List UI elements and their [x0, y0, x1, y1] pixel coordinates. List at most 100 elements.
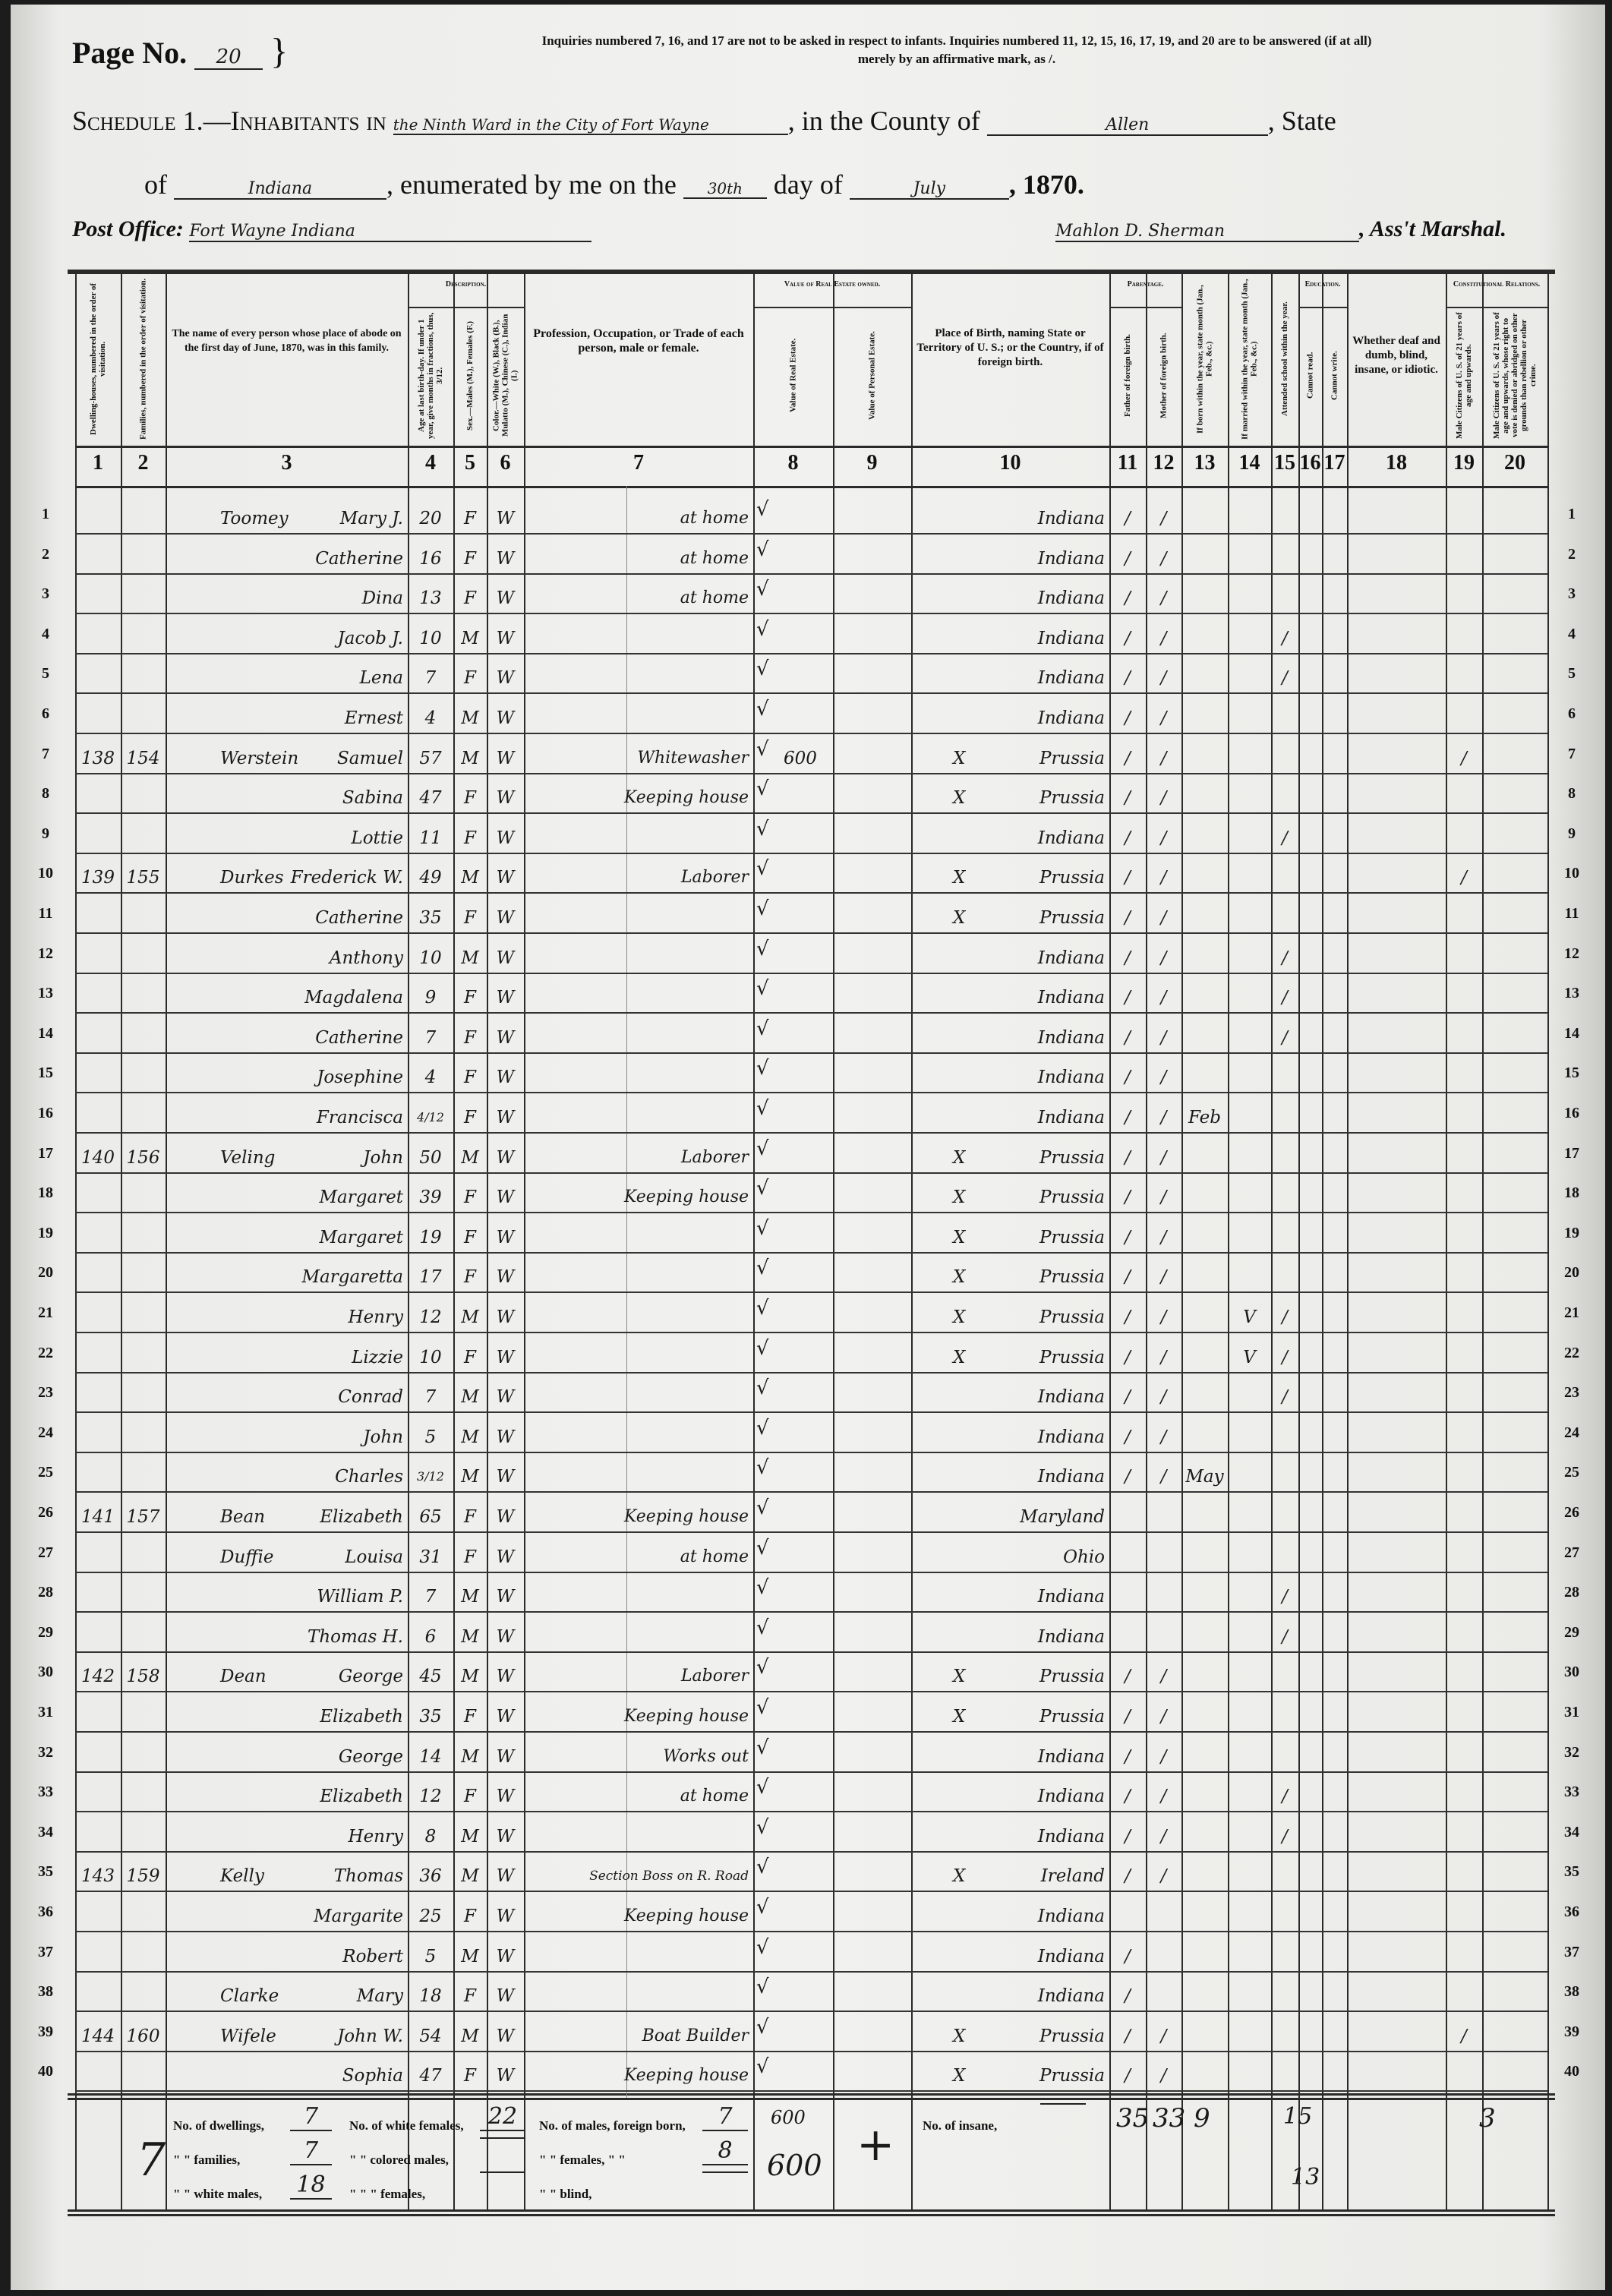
cell-married: V: [1243, 1348, 1256, 1367]
row-number-left: 28: [38, 1584, 53, 1601]
cell-occupation: at home: [680, 1787, 749, 1806]
cell-check-mark: √: [756, 1936, 769, 1959]
cell-age: 5: [424, 1427, 437, 1447]
cell-birthplace: Indiana: [1037, 1787, 1105, 1806]
column-header-19: Male Citizens of U. S. of 21 years of ag…: [1455, 312, 1473, 439]
row-rule: [75, 1092, 1547, 1093]
cell-occupation: at home: [680, 1547, 749, 1566]
cell-school: /: [1282, 988, 1288, 1008]
cell-birthplace: Indiana: [1037, 668, 1105, 688]
row-number-left: 6: [42, 705, 49, 722]
row-number-left: 35: [38, 1863, 53, 1880]
cell-check-mark: √: [756, 2055, 769, 2078]
cell-birthplace: Prussia: [1039, 1667, 1105, 1686]
cell-color: W: [496, 1707, 515, 1727]
row-rule: [75, 1731, 1547, 1733]
cell-check-mark: √: [756, 1377, 769, 1399]
cell-father: /: [1125, 948, 1131, 968]
cell-family: 155: [126, 868, 160, 888]
cell-mother: /: [1160, 509, 1167, 528]
row-number-left: 34: [38, 1824, 53, 1840]
column-number-16: 16: [1299, 451, 1321, 475]
row-rule: [75, 573, 1547, 575]
row-number-left: 12: [38, 945, 53, 962]
cell-color: W: [496, 1587, 515, 1607]
cell-age: 47: [419, 788, 442, 808]
cell-age: 10: [419, 1348, 442, 1367]
row-number-right: 2: [1568, 546, 1576, 563]
row-number-right: 37: [1564, 1944, 1579, 1960]
row-rule: [75, 973, 1547, 974]
cell-check-mark: √: [756, 777, 769, 800]
cell-occupation: Keeping house: [623, 1707, 749, 1726]
group-header-rule: [753, 307, 911, 308]
column-number-7: 7: [633, 451, 644, 475]
cell-surname: Wifele: [220, 2026, 276, 2046]
cell-check-mark: √: [756, 738, 769, 761]
cell-birthplace: Indiana: [1037, 1627, 1105, 1647]
row-rule: [75, 2011, 1547, 2012]
census-page: [11, 5, 1605, 2290]
cell-sex: M: [461, 629, 479, 648]
post-office-line: Post Office: Fort Wayne Indiana: [72, 216, 592, 242]
cell-occupation: Keeping house: [623, 1906, 749, 1925]
column-header-15: Attended school within the year.: [1280, 301, 1289, 417]
cell-sex: F: [464, 1547, 476, 1567]
cell-father: /: [1125, 1387, 1131, 1407]
cell-birthplace: Indiana: [1037, 1467, 1105, 1487]
column-number-14: 14: [1238, 451, 1260, 475]
cell-check-mark: √: [756, 538, 769, 561]
cell-school: /: [1282, 1787, 1288, 1806]
footer-bottom-rule: [68, 2209, 1555, 2212]
cell-sex: M: [461, 749, 479, 768]
row-number-right: 29: [1564, 1624, 1579, 1641]
cell-given-name: Elizabeth: [320, 1707, 403, 1727]
cell-family: 159: [126, 1866, 160, 1886]
cell-surname: Veling: [220, 1148, 276, 1168]
cell-age: 12: [419, 1307, 442, 1327]
enumeration-line: of Indiana, enumerated by me on the 30th…: [144, 169, 1084, 200]
cell-given-name: Josephine: [317, 1068, 403, 1087]
cell-birthplace: Indiana: [1037, 1108, 1105, 1128]
cell-age: 7: [424, 668, 437, 688]
row-number-left: 3: [42, 585, 49, 602]
column-divider: [1181, 270, 1183, 2209]
column-divider: [753, 270, 755, 2209]
cell-color: W: [496, 708, 515, 728]
row-number-right: 9: [1568, 825, 1576, 842]
cell-father: /: [1125, 988, 1131, 1008]
row-number-left: 4: [42, 626, 49, 642]
cell-sex: M: [461, 1747, 479, 1767]
dwellings-label: No. of dwellings,: [173, 2118, 264, 2133]
cell-father: /: [1125, 549, 1131, 569]
row-number-left: 27: [38, 1544, 53, 1561]
cell-given-name: Elizabeth: [320, 1507, 403, 1527]
cell-occupation: at home: [680, 509, 749, 528]
cell-age: 65: [419, 1507, 442, 1527]
row-rule: [75, 1851, 1547, 1853]
column-number-12: 12: [1153, 451, 1175, 475]
cell-mother: /: [1160, 828, 1167, 848]
row-rule: [75, 1811, 1547, 1812]
cell-school: /: [1282, 948, 1288, 968]
insane-count: [1040, 2103, 1086, 2105]
cell-color: W: [496, 2026, 515, 2046]
cell-occupation: Keeping house: [623, 1507, 749, 1526]
column-number-20: 20: [1504, 451, 1525, 475]
column-header-10: Place of Birth, naming State or Territor…: [916, 327, 1104, 368]
marshal-label: , Ass't Marshal.: [1359, 216, 1506, 241]
cell-color: W: [496, 1228, 515, 1247]
cell-birthplace: Prussia: [1039, 1187, 1105, 1207]
cell-mother: /: [1160, 1028, 1167, 1048]
row-number-left: 14: [38, 1025, 53, 1042]
row-number-right: 8: [1568, 785, 1576, 802]
cell-birthplace: Indiana: [1037, 1068, 1105, 1087]
cell-birthplace: Maryland: [1020, 1507, 1105, 1527]
cell-birthplace: Indiana: [1037, 1587, 1105, 1607]
column-number-11: 11: [1117, 451, 1138, 475]
cell-given-name: Margarite: [314, 1906, 403, 1926]
column-header-4: Age at last birth-day. If under 1 year, …: [417, 312, 444, 439]
cell-mother: /: [1160, 1827, 1167, 1847]
cell-surname: Toomey: [220, 509, 289, 528]
marshal-line: Mahlon D. Sherman, Ass't Marshal.: [1055, 216, 1506, 242]
